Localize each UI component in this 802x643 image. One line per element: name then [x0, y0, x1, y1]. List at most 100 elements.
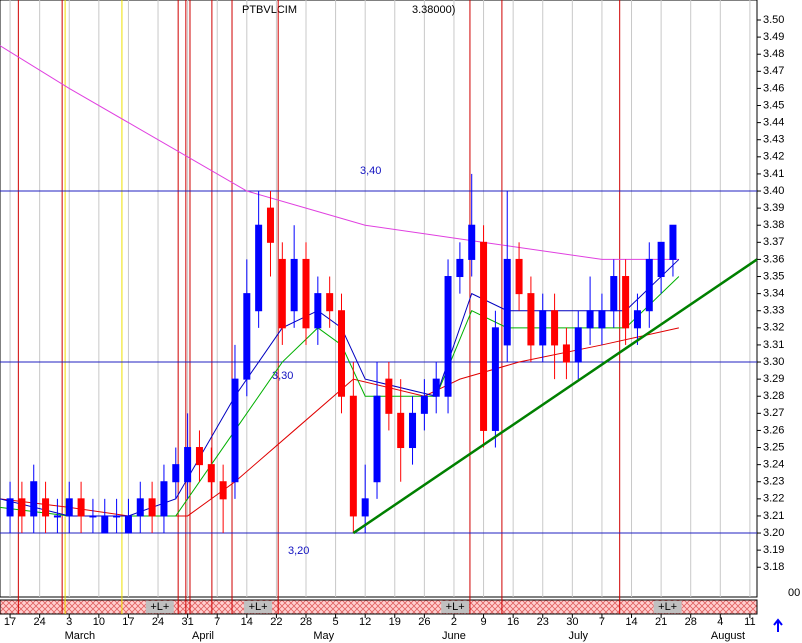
- bar-body: [89, 515, 97, 518]
- x-tick-label: 28: [300, 616, 312, 628]
- bar-body: [645, 258, 653, 312]
- bar-body: [610, 276, 618, 312]
- x-tick-label: 21: [655, 616, 667, 628]
- bar-body: [42, 498, 50, 517]
- bar-body: [195, 447, 203, 466]
- x-tick-label: 14: [241, 616, 253, 628]
- x-tick-label: 12: [359, 616, 371, 628]
- bar-body: [456, 258, 464, 278]
- bar-body: [136, 498, 144, 517]
- bar-body: [65, 498, 73, 517]
- indicator-line: [0, 45, 679, 260]
- y-tick-label: 3.23: [763, 476, 784, 488]
- date-strip: [0, 599, 758, 615]
- bar-body: [539, 310, 547, 346]
- bar-body: [101, 515, 109, 534]
- bar-body: [30, 481, 38, 517]
- bar-body: [551, 310, 559, 346]
- bar-body: [669, 224, 677, 260]
- y-tick-label: 3.38: [763, 219, 784, 231]
- bar-body: [397, 412, 405, 449]
- chart-title-tail: 3.38000): [412, 4, 455, 16]
- y-tick-label: 3.39: [763, 202, 784, 214]
- bar-body: [113, 515, 121, 518]
- level-label: 3,40: [360, 165, 381, 177]
- x-tick-label: 9: [480, 616, 486, 628]
- bar-body: [18, 498, 26, 517]
- y-tick-label: 3.35: [763, 270, 784, 282]
- bar-body: [172, 464, 180, 483]
- band-label: +L+: [446, 601, 465, 613]
- y-tick-label: 3.25: [763, 441, 784, 453]
- chart-title: PTBVLCIM: [242, 4, 297, 16]
- bar-body: [77, 498, 85, 517]
- x-tick-label: 16: [507, 616, 519, 628]
- bar-body: [349, 395, 357, 517]
- x-tick-label: 2: [451, 616, 457, 628]
- y-tick-label: 3.31: [763, 339, 784, 351]
- bar-body: [148, 498, 156, 517]
- x-tick-label: 30: [566, 616, 578, 628]
- volume-axis-label: 00: [788, 587, 800, 599]
- bar-body: [231, 378, 239, 483]
- band-box: [145, 601, 174, 613]
- y-tick-label: 3.36: [763, 253, 784, 265]
- y-tick-label: 3.34: [763, 288, 784, 300]
- bar-body: [290, 258, 298, 312]
- bar-body: [314, 293, 322, 329]
- x-tick-label: 31: [181, 616, 193, 628]
- bar-body: [598, 310, 606, 329]
- x-tick-label: 24: [34, 616, 46, 628]
- bar-body: [278, 258, 286, 329]
- bar-body: [302, 258, 310, 329]
- x-tick-label: 17: [122, 616, 134, 628]
- bar-body: [515, 258, 523, 295]
- indicator-line: [352, 258, 758, 535]
- x-tick-label: 7: [599, 616, 605, 628]
- scroll-arrow[interactable]: [773, 618, 783, 632]
- x-tick-label: 26: [418, 616, 430, 628]
- y-tick-label: 3.46: [763, 82, 784, 94]
- bar-body: [207, 464, 215, 483]
- bar-body: [243, 293, 251, 380]
- bar-body: [338, 310, 346, 397]
- x-tick-label: 28: [685, 616, 697, 628]
- bar-body: [361, 498, 369, 517]
- y-tick-label: 3.41: [763, 168, 784, 180]
- bar-body: [420, 395, 428, 414]
- month-label: March: [65, 630, 96, 642]
- y-tick-label: 3.33: [763, 305, 784, 317]
- bar-body: [219, 481, 227, 500]
- y-tick-label: 3.43: [763, 134, 784, 146]
- bar-body: [160, 481, 168, 517]
- band-label: +L+: [150, 601, 169, 613]
- y-tick-label: 3.19: [763, 544, 784, 556]
- x-tick-label: 19: [389, 616, 401, 628]
- band-label: +L+: [249, 601, 268, 613]
- y-tick-label: 3.47: [763, 65, 784, 77]
- x-tick-label: 7: [214, 616, 220, 628]
- x-tick-label: 14: [625, 616, 637, 628]
- y-tick-label: 3.48: [763, 48, 784, 60]
- y-tick-label: 3.24: [763, 459, 784, 471]
- bar-body: [266, 207, 274, 243]
- x-tick-label: 11: [744, 616, 755, 628]
- bar-body: [622, 276, 630, 329]
- x-tick-label: 23: [537, 616, 549, 628]
- bar-body: [503, 258, 511, 346]
- month-label: June: [442, 630, 466, 642]
- bar-body: [409, 412, 417, 449]
- bar-body: [527, 293, 535, 346]
- bar-body: [326, 293, 334, 312]
- y-tick-label: 3.28: [763, 390, 784, 402]
- y-tick-label: 3.22: [763, 493, 784, 505]
- month-label: August: [711, 630, 745, 642]
- bar-body: [491, 327, 499, 431]
- y-tick-label: 3.40: [763, 185, 784, 197]
- bar-body: [6, 498, 14, 517]
- bar-body: [480, 241, 488, 431]
- x-tick-label: 22: [270, 616, 282, 628]
- y-tick-label: 3.29: [763, 373, 784, 385]
- y-tick-label: 3.37: [763, 236, 784, 248]
